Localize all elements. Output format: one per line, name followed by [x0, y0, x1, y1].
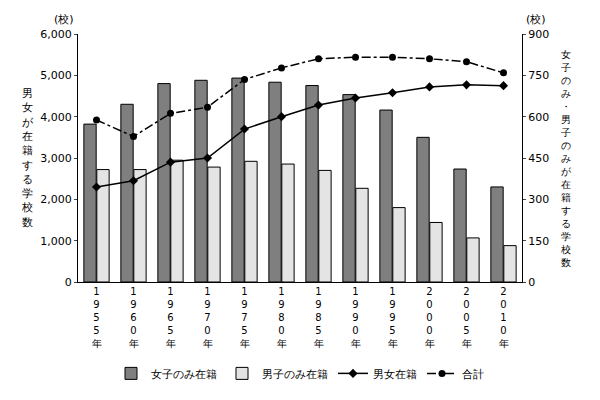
svg-text:男女在籍: 男女在籍	[373, 368, 417, 381]
svg-text:1990年: 1990年	[351, 286, 361, 349]
svg-text:600: 600	[528, 111, 549, 124]
svg-text:3,000: 3,000	[40, 152, 72, 165]
svg-text:4,000: 4,000	[40, 111, 72, 124]
svg-text:900: 900	[528, 28, 549, 41]
svg-text:女子のみ在籍: 女子のみ在籍	[151, 368, 217, 381]
svg-text:1975年: 1975年	[240, 286, 250, 349]
svg-text:2010年: 2010年	[499, 286, 509, 349]
svg-text:男子のみ在籍: 男子のみ在籍	[262, 368, 328, 381]
svg-text:2,000: 2,000	[40, 193, 72, 206]
svg-text:6,000: 6,000	[40, 28, 72, 41]
svg-text:1960年: 1960年	[129, 286, 139, 349]
svg-text:2000年: 2000年	[425, 286, 435, 349]
svg-text:1955年: 1955年	[92, 286, 102, 349]
svg-text:1970年: 1970年	[203, 286, 213, 349]
svg-text:0: 0	[528, 276, 535, 289]
svg-text:1995年: 1995年	[388, 286, 398, 349]
svg-text:男女が在籍する学校数: 男女が在籍する学校数	[21, 87, 34, 229]
svg-text:1980年: 1980年	[277, 286, 287, 349]
svg-text:300: 300	[528, 193, 549, 206]
svg-text:女子のみ・男子のみが在籍する学校数: 女子のみ・男子のみが在籍する学校数	[560, 49, 572, 268]
svg-text:(校): (校)	[54, 13, 74, 26]
svg-text:5,000: 5,000	[40, 69, 72, 82]
svg-text:450: 450	[528, 152, 549, 165]
svg-text:合計: 合計	[462, 368, 484, 381]
svg-text:1985年: 1985年	[314, 286, 324, 349]
svg-text:(校): (校)	[526, 13, 546, 26]
svg-text:2005年: 2005年	[462, 286, 472, 349]
svg-text:0: 0	[65, 276, 72, 289]
svg-text:150: 150	[528, 235, 549, 248]
svg-text:1,000: 1,000	[40, 235, 72, 248]
svg-text:1965年: 1965年	[166, 286, 176, 349]
svg-text:750: 750	[528, 69, 549, 82]
